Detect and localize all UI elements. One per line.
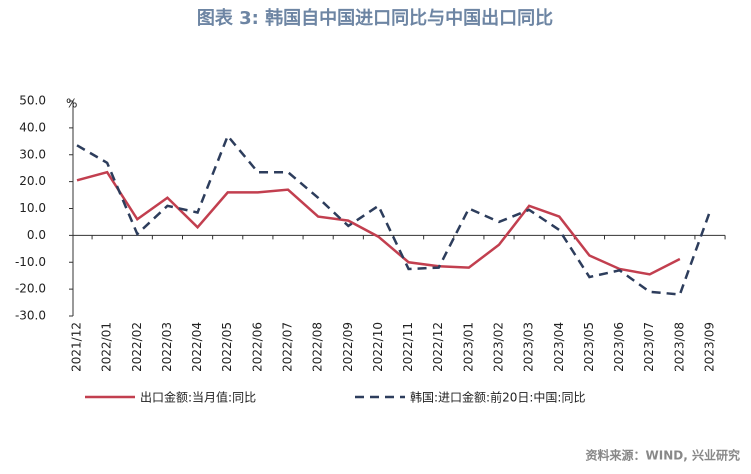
chart-title: 图表 3: 韩国自中国进口同比与中国出口同比 xyxy=(197,7,553,29)
x-tick-label: 2023/01 xyxy=(461,322,475,372)
x-tick-label: 2023/09 xyxy=(703,322,717,372)
source: 资料来源：WIND, 兴业研究 xyxy=(586,448,740,463)
x-tick-label: 2023/04 xyxy=(552,322,566,372)
x-tick-label: 2022/03 xyxy=(160,322,174,372)
line-series xyxy=(76,170,681,276)
y-tick-label: 40.0 xyxy=(19,120,46,134)
x-tick-label: 2022/07 xyxy=(281,322,295,372)
x-tick-label: 2022/06 xyxy=(250,322,264,372)
x-tick-label: 2022/10 xyxy=(371,322,385,372)
line-series xyxy=(76,133,712,296)
legend-label: 出口金额:当月值:同比 xyxy=(140,390,256,405)
y-tick-label: -10.0 xyxy=(15,255,46,269)
x-tick-label: 2022/08 xyxy=(311,322,325,372)
x-tick-label: 2022/04 xyxy=(190,322,204,372)
y-unit: % xyxy=(66,97,77,111)
x-tick-label: 2022/02 xyxy=(130,322,144,372)
y-tick-label: 20.0 xyxy=(19,174,46,188)
x-tick-label: 2021/12 xyxy=(70,322,84,372)
x-tick-label: 2022/05 xyxy=(220,322,234,372)
x-tick-label: 2023/07 xyxy=(642,322,656,372)
y-tick-label: 50.0 xyxy=(19,94,46,108)
x-tick-label: 2022/09 xyxy=(341,322,355,372)
x-tick-label: 2023/08 xyxy=(672,322,686,372)
x-tick-label: 2023/05 xyxy=(582,322,596,372)
x-tick-label: 2023/03 xyxy=(522,322,536,372)
x-tick-label: 2022/01 xyxy=(100,322,114,372)
x-tick-label: 2023/02 xyxy=(492,322,506,372)
x-tick-label: 2022/11 xyxy=(401,322,415,372)
x-tick-label: 2023/06 xyxy=(612,322,626,372)
y-tick-label: 10.0 xyxy=(19,201,46,215)
y-tick-label: -20.0 xyxy=(15,282,46,296)
y-tick-label: 30.0 xyxy=(19,147,46,161)
y-tick-label: 0.0 xyxy=(27,228,46,242)
y-tick-label: -30.0 xyxy=(15,309,46,323)
x-tick-label: 2022/12 xyxy=(431,322,445,372)
legend-label: 韩国:进口金额:前20日:中国:同比 xyxy=(410,390,585,405)
